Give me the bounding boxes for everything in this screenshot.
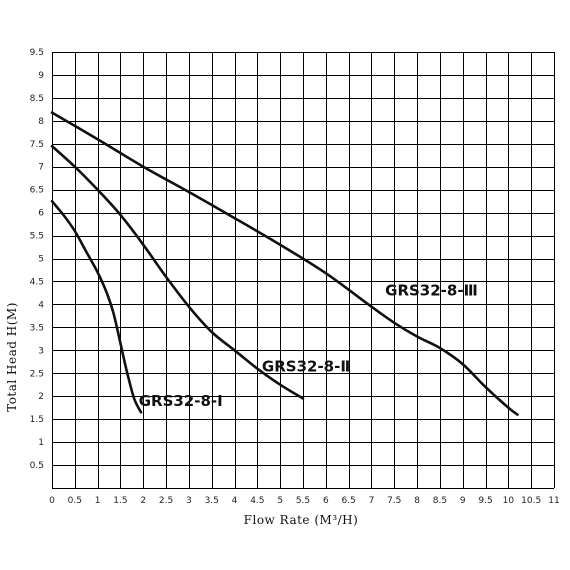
x-tick-label: 11 — [548, 496, 559, 506]
y-tick-label: 9.5 — [30, 48, 44, 58]
y-tick-label: 2 — [38, 392, 44, 402]
series-line-3 — [50, 111, 519, 416]
y-tick-label: 7.5 — [30, 140, 44, 150]
x-tick-label: 6 — [323, 496, 329, 506]
series-labels: GRS32-8-Ⅰ GRS32-8-Ⅱ GRS32-8-Ⅲ — [139, 282, 478, 410]
x-tick-label: 3.5 — [205, 496, 219, 506]
x-tick-label: 2 — [140, 496, 146, 506]
x-tick-label: 1 — [95, 496, 101, 506]
y-tick-label: 0.5 — [30, 461, 44, 471]
x-tick-label: 7 — [369, 496, 375, 506]
x-tick-label: 9 — [460, 496, 466, 506]
x-tick-label: 10 — [503, 496, 515, 506]
grid — [52, 52, 555, 489]
series-label-2: GRS32-8-Ⅱ — [262, 357, 350, 375]
y-tick-label: 3.5 — [30, 323, 44, 333]
y-tick-label: 8 — [38, 117, 44, 127]
y-tick-label: 8.5 — [30, 94, 44, 104]
x-axis-title: Flow Rate (M³/H) — [244, 513, 359, 527]
y-tick-label: 3 — [38, 346, 44, 356]
y-tick-label: 7 — [38, 163, 44, 173]
x-tick-label: 3 — [186, 496, 192, 506]
y-tick-label: 2.5 — [30, 369, 44, 379]
y-tick-label: 9 — [38, 71, 44, 81]
x-tick-label: 0.5 — [68, 496, 82, 506]
x-tick-label: 8.5 — [433, 496, 447, 506]
x-tick-label: 5.5 — [296, 496, 310, 506]
y-tick-label: 1.5 — [30, 415, 44, 425]
x-tick-label: 10.5 — [521, 496, 541, 506]
series-line-2 — [50, 144, 305, 400]
series-label-3: GRS32-8-Ⅲ — [385, 282, 478, 300]
series-lines — [50, 111, 519, 416]
x-tick-label: 9.5 — [478, 496, 492, 506]
y-tick-label: 6.5 — [30, 186, 44, 196]
y-tick-label: 4 — [38, 300, 44, 310]
y-tick-label: 6 — [38, 209, 44, 219]
x-tick-label: 0 — [49, 496, 55, 506]
series-line-1 — [50, 199, 143, 414]
x-tick-label: 8 — [414, 496, 420, 506]
x-tick-label: 6.5 — [341, 496, 355, 506]
y-tick-label: 1 — [38, 438, 44, 448]
x-tick-label: 5 — [277, 496, 283, 506]
y-tick-labels: 0.5 1 1.5 2 2.5 3 3.5 4 4.5 5 5.5 6 6.5 7 7.5 8 8.5 9 9.5 — [30, 48, 45, 471]
y-tick-label: 5 — [38, 255, 44, 265]
series-label-1: GRS32-8-Ⅰ — [139, 392, 223, 410]
x-tick-label: 2.5 — [159, 496, 173, 506]
x-tick-label: 4.5 — [250, 496, 264, 506]
x-tick-labels: 0 0.5 1 1.5 2 2.5 3 3.5 4 4.5 5 5.5 6 6.5 7 7.5 8 8.5 9 9.5… — [49, 496, 560, 506]
y-tick-label: 5.5 — [30, 232, 44, 242]
x-tick-label: 1.5 — [113, 496, 127, 506]
x-tick-label: 4 — [232, 496, 238, 506]
x-tick-label: 7.5 — [387, 496, 401, 506]
y-tick-label: 4.5 — [30, 277, 44, 287]
y-axis-title: Total Head H(M) — [5, 302, 19, 412]
